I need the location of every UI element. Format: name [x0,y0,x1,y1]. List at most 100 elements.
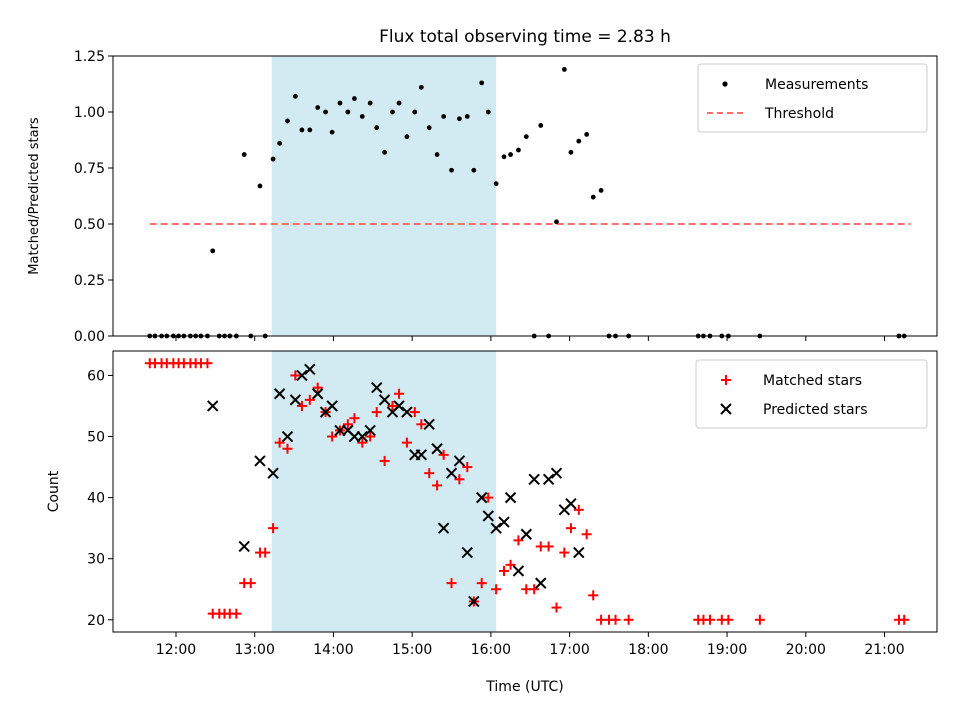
measurement-point [598,188,604,193]
x-tick-label: 17:00 [549,642,589,658]
matched-point [454,474,465,485]
measurement-point [441,114,447,119]
measurement-point [323,109,328,115]
matched-point [342,419,353,430]
predicted-point [423,418,435,431]
matched-point [588,590,599,601]
y-tick-label: 1.25 [74,49,105,65]
predicted-point [482,510,494,522]
measurement-point [538,123,544,128]
x-b [490,522,502,534]
matched-point [409,407,420,418]
matched-point [387,400,398,411]
x-tick-label: 13:00 [235,642,275,658]
x-tick-label: 16:00 [471,642,511,658]
x-b [528,473,540,485]
bottom-observing-span [271,351,497,632]
measurement-point [576,138,582,144]
matched-point [365,431,376,442]
matched-point [349,413,360,424]
predicted-point [475,491,488,504]
predicted-point [520,528,533,540]
legend-marker-predicted [720,403,732,415]
legend-label-measurements: Measurements [765,77,868,93]
measurement-point [493,181,499,187]
matched-point [705,614,716,625]
matched-point [529,584,540,595]
legend-label-matched: Matched stars [763,373,862,389]
measurement-point [352,96,357,101]
measurement-point [516,147,521,153]
matched-point [551,602,562,613]
y-tick-label: 60 [87,368,105,384]
y-tick-label: 0.25 [74,273,105,289]
x-b [453,455,466,467]
matched-point [312,382,323,393]
measurement-point [568,149,574,155]
measurement-point [426,125,432,131]
predicted-point [326,400,338,412]
predicted-point [401,406,413,418]
bottom-y-ticks: 20 30 40 50 60 [87,368,113,629]
matched-point [394,388,405,399]
y-tick-label: 50 [87,430,105,446]
matched-point [581,529,592,540]
measurement-point [501,154,507,160]
top-observing-span [271,56,497,336]
bottom-legend-box [695,359,928,429]
matched-point [491,584,502,595]
x-b [431,443,443,455]
predicted-stars-series [207,363,585,608]
matched-point [623,614,634,625]
matched-point [274,437,285,448]
predicted-point [289,394,302,406]
x-b [482,510,494,522]
predicted-point [304,363,316,376]
bottom-panel: 20 30 40 50 60 12:00 13:00 14:00 15:00 16:00 17:0… [46,350,938,695]
x-b [573,546,585,559]
predicted-point [565,498,577,510]
top-legend-box [697,63,928,133]
matched-point [543,541,554,552]
matched-point [245,578,256,589]
x-b [542,473,555,485]
predicted-point [311,388,324,400]
predicted-point [445,467,458,479]
matched-point [268,523,279,534]
legend-label-threshold: Threshold [764,106,834,122]
x-b [267,467,279,479]
top-y-axis-label: Matched/Predicted stars [27,117,42,275]
bottom-y-axis-label: Count [46,470,62,512]
x-tick-label: 19:00 [707,642,747,658]
x-b [468,595,480,608]
x-b [520,528,533,540]
predicted-point [490,522,502,534]
x-axis-label: Time (UTC) [485,679,563,695]
y-tick-label: 20 [87,613,105,629]
measurement-point [257,183,263,189]
predicted-point [207,400,219,412]
predicted-point [356,430,369,443]
matched-point [416,419,427,430]
y-tick-label: 0.50 [74,217,105,233]
predicted-point [512,565,525,577]
x-b [273,388,286,400]
matched-point [499,565,510,576]
matched-point [202,358,213,369]
matched-point [327,431,338,442]
x-b [423,418,435,431]
measurement-point [561,67,567,72]
x-b [281,430,294,443]
x-b [415,449,428,461]
predicted-point [461,546,473,559]
measurement-point [449,167,454,173]
matched-point [371,407,382,418]
matched-point [899,614,910,625]
predicted-point [573,546,585,559]
matched-point [438,449,449,460]
predicted-point [238,540,250,553]
measurement-point [285,118,290,124]
matched-point [483,492,494,503]
matched-point [476,578,487,589]
measurement-point [390,109,395,115]
